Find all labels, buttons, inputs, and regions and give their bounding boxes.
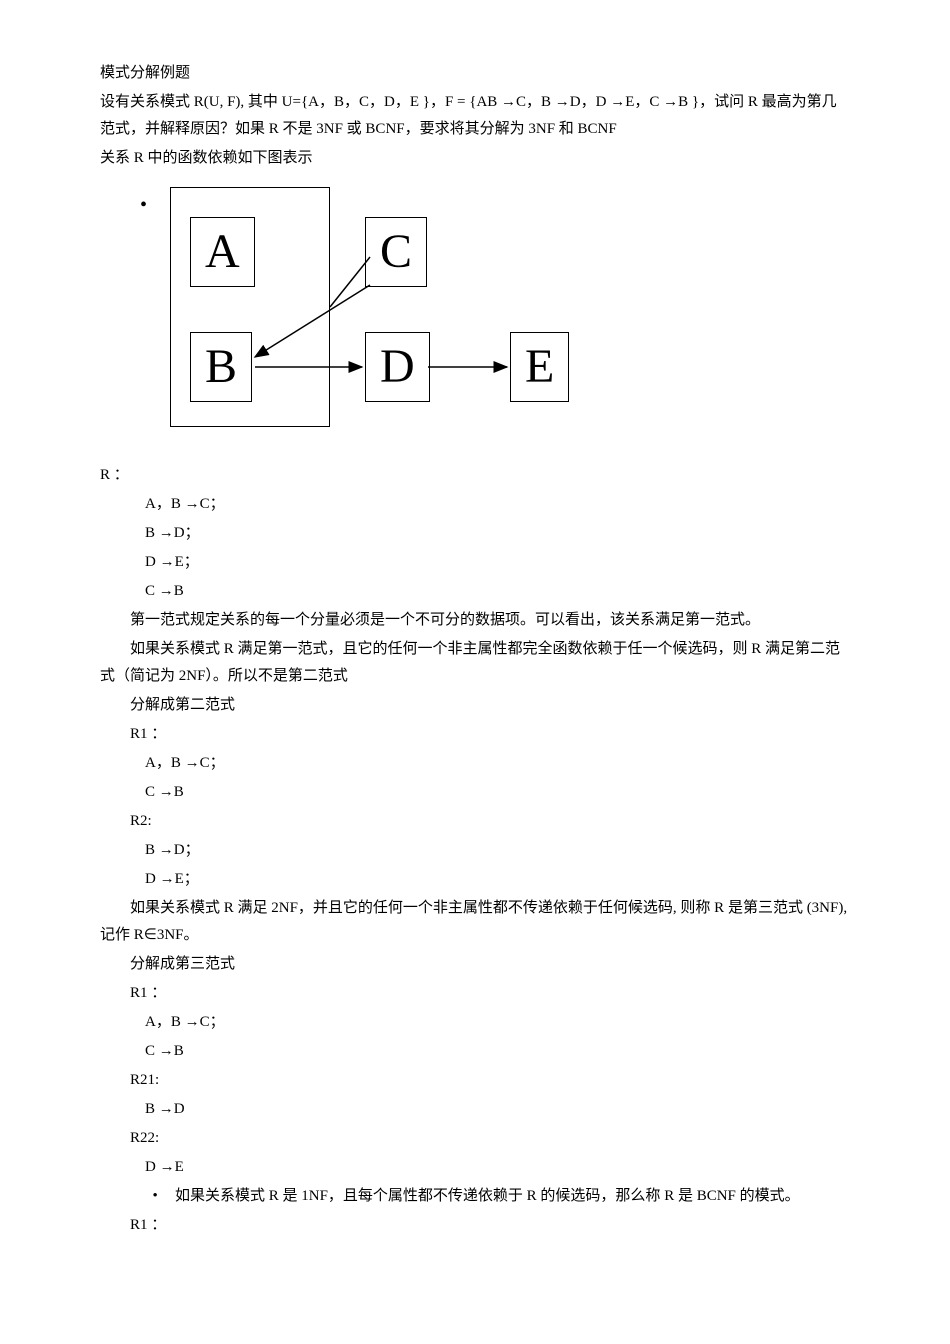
r-dep-3: D →E；	[100, 549, 850, 576]
r-label: R ：	[100, 462, 850, 489]
problem-statement: 设有关系模式 R(U, F), 其中 U={A，B，C，D，E }，F = {A…	[100, 89, 850, 143]
bullet-icon: •	[140, 187, 147, 223]
bcnf-bullet: 如果关系模式 R 是 1NF，且每个属性都不传递依赖于 R 的候选码，那么称 R…	[100, 1183, 850, 1210]
r1-dep-2: C →B	[100, 779, 850, 806]
nf2-text: 如果关系模式 R 满足第一范式，且它的任何一个非主属性都完全函数依赖于任一个候选…	[100, 636, 850, 690]
decomp2-label: 分解成第二范式	[100, 692, 850, 719]
r-dep-2: B →D；	[100, 520, 850, 547]
node-b: B	[190, 332, 252, 402]
node-d: D	[365, 332, 430, 402]
r-dep-4: C →B	[100, 578, 850, 605]
decomp3-label: 分解成第三范式	[100, 951, 850, 978]
document-title: 模式分解例题	[100, 60, 850, 87]
node-c: C	[365, 217, 427, 287]
r21-label: R21:	[100, 1067, 850, 1094]
r1b-label: R1 ：	[100, 980, 850, 1007]
r2-dep-2: D →E；	[100, 866, 850, 893]
r22-label: R22:	[100, 1125, 850, 1152]
r22-dep-1: D →E	[100, 1154, 850, 1181]
r-dep-1: A，B →C；	[100, 491, 850, 518]
r1-dep-1: A，B →C；	[100, 750, 850, 777]
r1b-dep-1: A，B →C；	[100, 1009, 850, 1036]
r1-label: R1 ：	[100, 721, 850, 748]
r2-label: R2:	[100, 808, 850, 835]
node-a: A	[190, 217, 255, 287]
nf3-text: 如果关系模式 R 满足 2NF，并且它的任何一个非主属性都不传递依赖于任何候选码…	[100, 895, 850, 949]
diagram-intro: 关系 R 中的函数依赖如下图表示	[100, 145, 850, 172]
r2-dep-1: B →D；	[100, 837, 850, 864]
r21-dep-1: B →D	[100, 1096, 850, 1123]
dependency-diagram: • A B C D E	[170, 187, 850, 447]
nf1-text: 第一范式规定关系的每一个分量必须是一个不可分的数据项。可以看出，该关系满足第一范…	[100, 607, 850, 634]
r1b-dep-2: C →B	[100, 1038, 850, 1065]
r1c-label: R1 ：	[100, 1212, 850, 1239]
node-e: E	[510, 332, 569, 402]
